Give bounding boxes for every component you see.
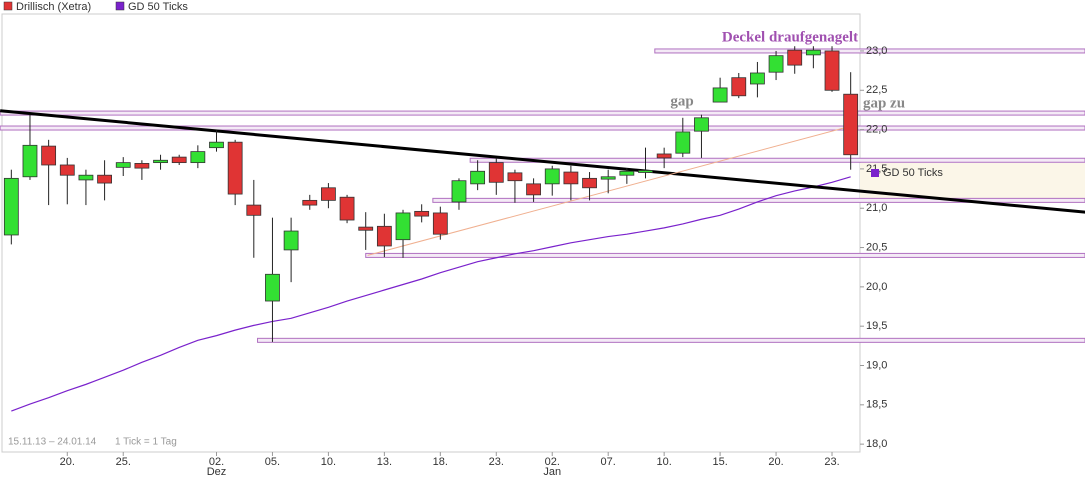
x-sublabel: Dez — [207, 466, 227, 478]
candle-body — [321, 187, 336, 201]
candle-body — [563, 171, 579, 185]
annotation: Deckel draufgenagelt — [722, 29, 858, 45]
y-tick-label: 18,5 — [866, 399, 887, 411]
x-tick-label: 10. — [321, 456, 336, 468]
candle-body — [283, 230, 299, 251]
candle-body — [843, 93, 859, 156]
candle-body — [768, 55, 784, 73]
candle-body — [470, 170, 486, 185]
candle-body — [488, 162, 504, 183]
candle-body — [59, 164, 75, 176]
candle-body — [507, 172, 523, 182]
candle-body — [712, 87, 728, 103]
level-band — [469, 157, 1085, 163]
x-tick-label: 02. — [545, 456, 560, 468]
candle-body — [265, 273, 280, 302]
plot-area — [1, 13, 861, 453]
legend-label: Drillisch (Xetra) — [16, 1, 91, 13]
legend-label: GD 50 Ticks — [883, 167, 943, 179]
candle-body — [395, 212, 411, 241]
x-tick-label: 23. — [489, 456, 504, 468]
level-band — [0, 110, 1085, 116]
annotation: gap — [670, 93, 693, 109]
x-tick-label: 10. — [657, 456, 672, 468]
candle-body — [675, 131, 691, 154]
candle-body — [3, 177, 19, 236]
trend-line — [367, 125, 853, 256]
x-tick-label: 13. — [377, 456, 392, 468]
candle-body — [600, 176, 616, 180]
candle-body — [190, 151, 206, 164]
candle-body — [227, 141, 243, 195]
x-tick-label: 23. — [824, 456, 839, 468]
x-tick-label: 07. — [601, 456, 616, 468]
candle-body — [619, 170, 635, 176]
candle-body — [358, 226, 374, 231]
period: 15.11.13 – 24.01.14 — [8, 437, 97, 448]
tick-note: 1 Tick = 1 Tag — [115, 437, 177, 448]
legend-swatch — [115, 1, 125, 11]
candle-body — [41, 145, 57, 166]
y-tick-label: 22,0 — [866, 124, 887, 136]
candle-body — [115, 162, 131, 168]
inner-legend-box — [860, 163, 1085, 199]
x-tick-label: 25. — [116, 456, 131, 468]
candle-body — [451, 180, 467, 203]
moving-average — [11, 176, 851, 412]
candle-body — [582, 177, 597, 189]
x-tick-label: 18. — [433, 456, 448, 468]
legend-swatch — [871, 169, 879, 177]
candle-body — [526, 183, 541, 196]
candle-body — [805, 49, 821, 56]
candle-body — [656, 153, 672, 159]
x-tick-label: 05. — [265, 456, 280, 468]
y-tick-label: 19,5 — [866, 320, 887, 332]
y-tick-label: 23,0 — [866, 45, 887, 57]
candle-body — [750, 72, 765, 85]
y-tick-label: 18,0 — [866, 438, 887, 450]
x-tick-label: 20. — [768, 456, 783, 468]
candle-body — [432, 212, 448, 235]
x-tick-label: 15. — [712, 456, 727, 468]
legend-label: GD 50 Ticks — [128, 1, 188, 13]
candle-body — [731, 77, 747, 97]
candle-body — [209, 141, 224, 149]
y-tick-label: 22,5 — [866, 84, 887, 96]
candle-body — [544, 168, 560, 185]
candle-body — [824, 50, 840, 91]
annotation: gap zu — [863, 95, 905, 111]
y-tick-label: 19,0 — [866, 359, 887, 371]
candle-body — [153, 159, 168, 164]
candle-body — [694, 117, 709, 132]
candle-body — [787, 49, 803, 66]
candle-body — [22, 144, 38, 178]
candle-body — [414, 210, 430, 217]
level-band — [654, 48, 1085, 54]
trend-line — [0, 109, 1085, 214]
level-band — [0, 125, 1085, 131]
candle-body — [376, 225, 392, 247]
legend-swatch — [3, 1, 13, 11]
candle-body — [339, 196, 355, 221]
y-tick-label: 20,0 — [866, 281, 887, 293]
x-tick-label: 02. — [209, 456, 224, 468]
candle-body — [78, 174, 94, 181]
x-tick-label: 20. — [60, 456, 75, 468]
level-band — [365, 252, 1085, 258]
candle-body — [134, 163, 150, 169]
candle-body — [302, 199, 318, 206]
x-sublabel: Jan — [543, 466, 561, 478]
candle-body — [171, 156, 187, 164]
y-tick-label: 21,0 — [866, 202, 887, 214]
candle-body — [638, 170, 653, 173]
candle-body — [246, 204, 262, 216]
y-tick-label: 20,5 — [866, 241, 887, 253]
candle-body — [97, 174, 112, 184]
level-band — [257, 337, 1085, 343]
